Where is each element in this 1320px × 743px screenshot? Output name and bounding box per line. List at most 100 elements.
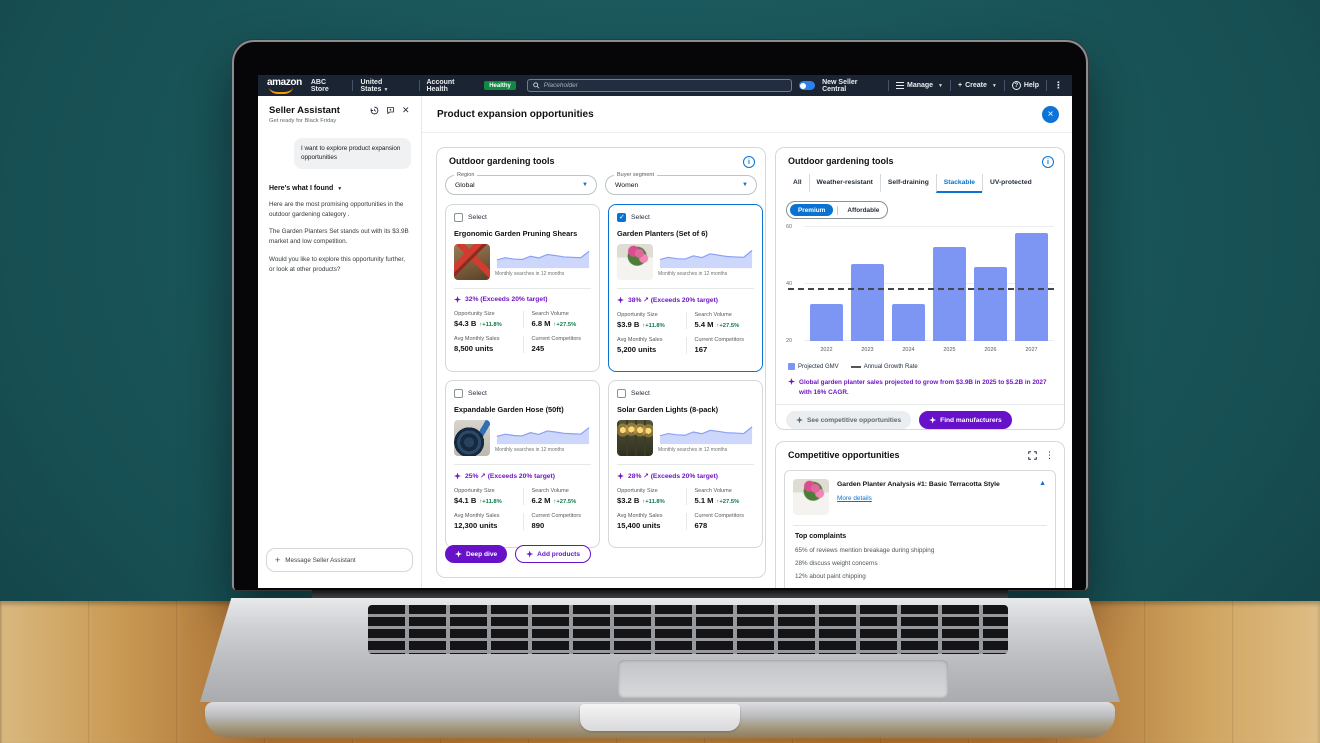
plus-icon: +: [958, 82, 963, 89]
stat-opportunity-size: Opportunity Size$3.9 B+11.8%: [617, 312, 686, 329]
gmv-bar-2022: [810, 303, 843, 341]
sparkle-icon: [788, 378, 795, 385]
modal-header: Product expansion opportunities ×: [422, 96, 1072, 133]
tab-weather-resistant[interactable]: Weather-resistant: [808, 174, 880, 193]
chart-legend: Projected GMV Annual Growth Rate: [788, 363, 918, 370]
list-icon: [895, 82, 904, 89]
chart-bars: [804, 227, 1054, 341]
info-icon[interactable]: i: [743, 156, 755, 168]
growth-text: 25% ↗ (Exceeds 20% target): [465, 473, 555, 480]
laptop-base: [200, 598, 1120, 702]
store-name[interactable]: ABC Store: [310, 78, 329, 93]
chart-insight: Global garden planter sales projected to…: [788, 378, 1054, 398]
add-products-label: Add products: [537, 550, 581, 558]
sparkle-icon: [454, 296, 461, 303]
assistant-title: Seller Assistant: [269, 105, 340, 116]
find-manufacturers-button[interactable]: Find manufacturers: [919, 411, 1012, 429]
buyer-segment-select[interactable]: Buyer segment Women ▼: [605, 172, 757, 195]
pill-premium[interactable]: Premium: [790, 204, 834, 216]
sparkle-icon: [617, 472, 624, 480]
search-input[interactable]: [543, 82, 786, 89]
x-tick-label: 2027: [1025, 347, 1038, 353]
manage-menu[interactable]: Manage ▼: [895, 82, 943, 89]
legend-swatch-bar: [788, 363, 795, 370]
nav-divider: [950, 80, 951, 91]
chevron-down-icon: ▼: [337, 185, 343, 192]
new-chat-icon[interactable]: [386, 106, 395, 115]
history-icon[interactable]: [370, 106, 379, 115]
pill-affordable[interactable]: Affordable: [847, 206, 880, 214]
expand-icon[interactable]: [1028, 451, 1037, 460]
account-health-label[interactable]: Account Health: [426, 78, 455, 93]
modal-close-button[interactable]: ×: [1042, 106, 1059, 123]
add-products-button[interactable]: Add products: [515, 545, 592, 563]
gmv-bar-2026: [974, 266, 1007, 341]
up-arrow-icon: [479, 322, 482, 328]
new-seller-central-label: New Seller Central: [822, 78, 858, 93]
tab-all[interactable]: All: [793, 179, 802, 186]
competitive-title: Competitive opportunities: [788, 450, 900, 460]
select-label: Select: [468, 390, 487, 397]
more-details-link[interactable]: More details: [837, 495, 872, 502]
assistant-header: Seller Assistant Get ready for Black Fri…: [258, 96, 421, 124]
product-name: Ergonomic Garden Pruning Shears: [454, 229, 578, 238]
help-menu[interactable]: ? Help: [1011, 81, 1039, 90]
chart-yticks: 20 40 60: [786, 224, 802, 344]
stat-monthly-sales: Avg Monthly Sales 5,200 units: [617, 337, 663, 354]
product-card[interactable]: Select Expandable Garden Hose (50ft) Mon…: [445, 380, 600, 548]
create-label: Create: [965, 82, 987, 89]
country-label: United States: [360, 78, 383, 93]
search-icon: [533, 82, 540, 89]
kebab-menu-icon[interactable]: ⋮: [1045, 450, 1054, 460]
growth-indicator: 28% ↗ (Exceeds 20% target): [617, 472, 754, 480]
region-select[interactable]: Region Global ▼: [445, 172, 597, 195]
legend-swatch-dash: [850, 365, 861, 368]
select-checkbox[interactable]: [454, 389, 463, 398]
new-seller-central-toggle[interactable]: [798, 81, 816, 90]
assistant-paragraph: Here are the most promising opportunitie…: [269, 200, 404, 218]
found-heading[interactable]: Here's what I found ▼: [269, 185, 410, 192]
select-label: Select: [468, 214, 487, 221]
sparkle-icon: [796, 416, 803, 424]
sparkline-caption: Monthly searches in 12 months: [495, 447, 565, 453]
info-icon[interactable]: i: [1042, 156, 1054, 168]
region-select-label: Region: [454, 172, 478, 178]
growth-rate-line: [788, 287, 1054, 290]
laptop-front-edge: [205, 702, 1115, 738]
close-assistant-icon[interactable]: ✕: [402, 105, 410, 115]
select-checkbox[interactable]: [617, 389, 626, 398]
searches-sparkline: [659, 426, 753, 445]
tab-self-draining[interactable]: Self-draining: [879, 174, 936, 193]
stat-competitors: Current Competitors 678: [685, 513, 755, 530]
opportunities-panel: Outdoor gardening tools i Region Global …: [436, 147, 766, 578]
product-card[interactable]: Select Solar Garden Lights (8-pack) Mont…: [608, 380, 763, 548]
product-image: [617, 244, 653, 280]
assistant-message-input[interactable]: + Message Seller Assistant: [266, 548, 413, 572]
global-search[interactable]: [526, 79, 792, 92]
chevron-down-icon: ▼: [991, 82, 997, 89]
up-arrow-icon: [717, 323, 720, 329]
collapse-arrow-icon[interactable]: ▲: [1039, 480, 1046, 487]
tab-stackable[interactable]: Stackable: [935, 174, 983, 193]
deep-dive-button[interactable]: Deep dive: [445, 545, 508, 563]
see-competitive-opportunities-button[interactable]: See competitive opportunities: [786, 411, 912, 429]
kebab-menu-icon[interactable]: ⋮: [1054, 80, 1064, 90]
tab-uv-protected[interactable]: UV-protected: [982, 174, 1039, 193]
chart-xlabels: 2022 2023 2024 2025 2026 2027: [804, 343, 1054, 357]
gmv-chart-panel: Outdoor gardening tools i All Weather-re…: [775, 147, 1065, 430]
toggle-knob: [800, 82, 807, 89]
amazon-logo[interactable]: amazon: [267, 77, 302, 94]
chevron-down-icon: ▼: [742, 182, 748, 188]
stat-monthly-sales: Avg Monthly Sales 8,500 units: [454, 336, 500, 353]
product-card[interactable]: Select Garden Planters (Set of 6) Monthl…: [608, 204, 763, 372]
up-arrow-icon: [717, 499, 720, 505]
right-panel-title: Outdoor gardening tools: [788, 156, 894, 166]
country-selector[interactable]: United States ▼: [360, 79, 411, 93]
gmv-bar-chart: 20 40 60 2022 2023 2024 2025 2026 2027: [786, 224, 1056, 357]
create-menu[interactable]: + Create ▼: [958, 82, 997, 89]
account-health-status-badge: Healthy: [484, 81, 516, 90]
select-checkbox[interactable]: [617, 213, 626, 222]
product-card[interactable]: Select Ergonomic Garden Pruning Shears M…: [445, 204, 600, 372]
select-checkbox[interactable]: [454, 213, 463, 222]
